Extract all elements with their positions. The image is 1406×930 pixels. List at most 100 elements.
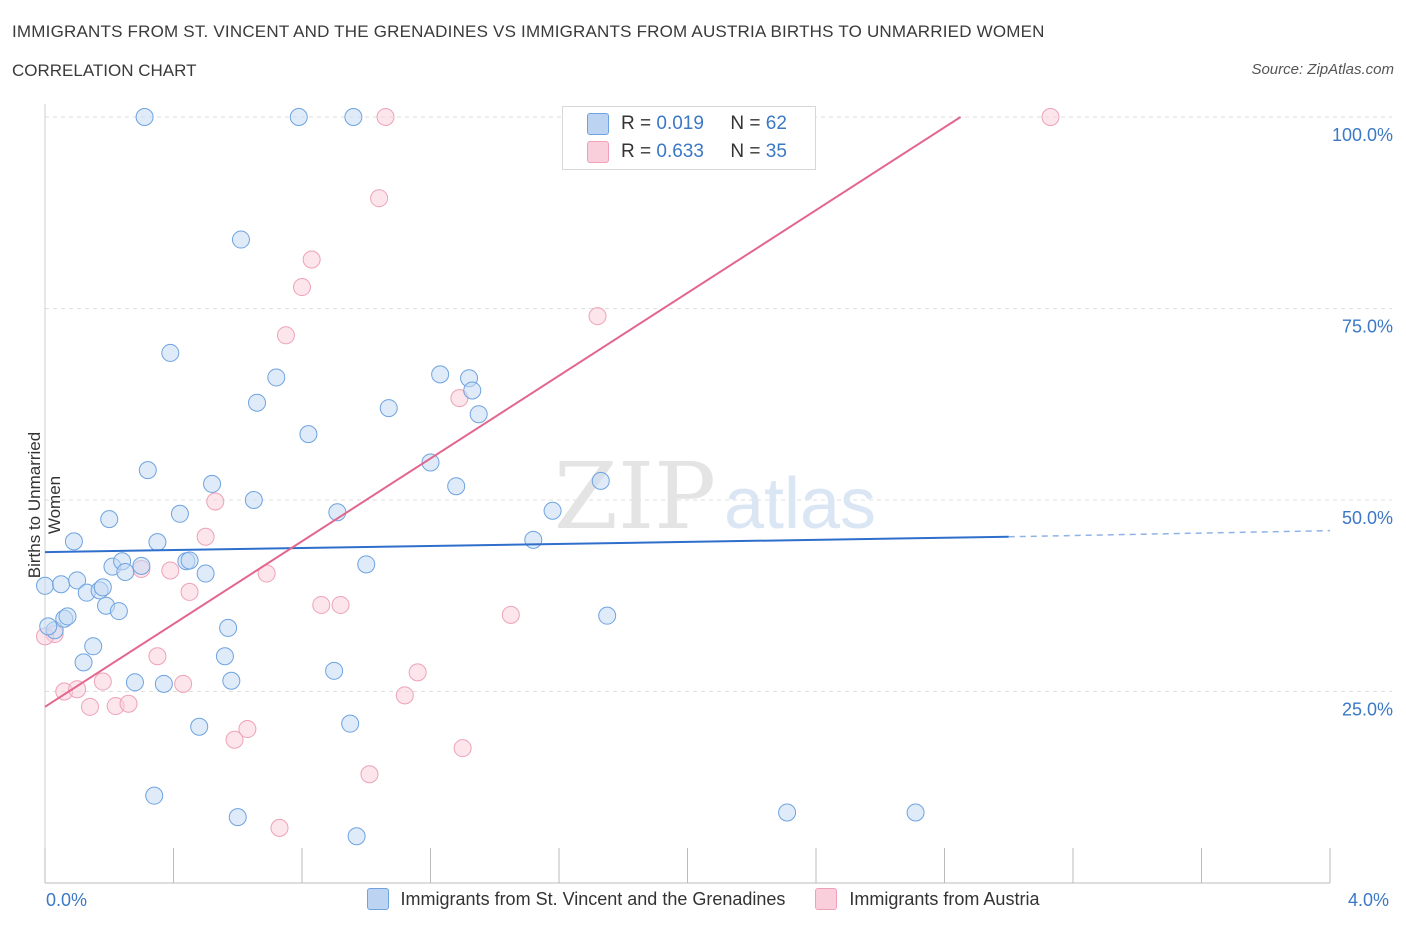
series-legend: Immigrants from St. Vincent and the Gren… [0, 888, 1406, 910]
data-point-stvincent [58, 607, 77, 626]
data-point-austria [408, 663, 427, 682]
legend-swatch-pink [587, 141, 609, 163]
data-point-stvincent [154, 674, 173, 693]
source-label: Source: ZipAtlas.com [1251, 61, 1394, 78]
data-point-stvincent [215, 647, 234, 666]
y-axis-label: Births to Unmarried Women [25, 431, 64, 579]
data-point-stvincent [190, 717, 209, 736]
data-point-austria [80, 697, 99, 716]
data-point-stvincent [116, 563, 135, 582]
data-point-stvincent [248, 393, 267, 412]
data-point-stvincent [64, 532, 83, 551]
data-point-stvincent [447, 477, 466, 496]
data-point-stvincent [431, 365, 450, 384]
data-point-austria [196, 527, 215, 546]
watermark-zip: ZIP [554, 443, 716, 550]
data-point-stvincent [135, 108, 154, 126]
chart-title: IMMIGRANTS FROM ST. VINCENT AND THE GREN… [12, 22, 1045, 41]
y-tick-label: 50.0% [1342, 508, 1393, 528]
data-point-stvincent [228, 808, 247, 827]
data-point-austria [370, 189, 389, 208]
data-point-stvincent [138, 461, 157, 480]
data-point-austria [93, 672, 112, 691]
trend-lines [44, 116, 1331, 708]
legend-row-blue: R = 0.019 N = 62 [587, 112, 787, 136]
series-stvincent-points [36, 108, 925, 846]
y-tick-label: 25.0% [1342, 700, 1393, 720]
y-tick-label: 75.0% [1342, 317, 1393, 337]
data-point-stvincent [222, 671, 241, 690]
data-point-stvincent [347, 827, 366, 846]
legend-n-value: 35 [765, 141, 787, 162]
data-point-stvincent [543, 501, 562, 520]
legend-label-stvincent: Immigrants from St. Vincent and the Gren… [400, 888, 786, 909]
legend-row-pink: R = 0.633 N = 35 [587, 140, 787, 164]
data-point-stvincent [93, 578, 112, 597]
legend-n-label: N = [730, 141, 761, 162]
trend-line-austria [44, 116, 962, 708]
data-point-austria [119, 694, 138, 713]
data-point-stvincent [180, 551, 199, 570]
data-point-austria [312, 595, 331, 614]
watermark-atlas: atlas [724, 464, 876, 544]
data-point-stvincent [357, 555, 376, 574]
data-point-stvincent [148, 533, 167, 552]
data-point-austria [68, 680, 87, 699]
data-point-stvincent [84, 637, 103, 656]
legend-item-austria: Immigrants from Austria [815, 888, 1039, 910]
legend-n-label: N = [730, 113, 761, 134]
data-point-stvincent [244, 491, 263, 509]
data-point-stvincent [289, 108, 308, 126]
data-point-stvincent [469, 405, 488, 424]
data-point-austria [360, 765, 379, 784]
y-tick-labels: 100.0% 75.0% 50.0% 25.0% [1332, 125, 1393, 720]
data-point-austria [238, 720, 257, 739]
data-point-stvincent [341, 714, 360, 733]
data-point-stvincent [170, 504, 189, 523]
data-point-stvincent [267, 368, 286, 387]
data-point-austria [376, 108, 395, 126]
data-point-austria [588, 307, 607, 326]
data-point-stvincent [344, 108, 363, 126]
data-point-austria [225, 730, 244, 749]
trend-line-stvincent [44, 535, 1009, 554]
data-point-austria [293, 278, 311, 297]
grid-lines [45, 116, 1392, 692]
data-point-stvincent [196, 564, 215, 583]
data-point-stvincent [219, 618, 238, 637]
data-point-austria [331, 595, 350, 614]
data-point-stvincent [463, 381, 482, 400]
data-point-stvincent [421, 453, 440, 472]
legend-swatch-blue [366, 888, 389, 910]
data-point-austria [302, 250, 321, 269]
legend-r-value: 0.633 [656, 141, 704, 162]
data-point-stvincent [778, 803, 797, 822]
legend-swatch-blue [587, 113, 609, 135]
legend-r-label: R = [621, 113, 652, 134]
data-point-stvincent [299, 425, 318, 444]
data-point-stvincent [68, 571, 87, 590]
y-tick-label: 100.0% [1332, 125, 1393, 145]
data-point-stvincent [591, 471, 610, 490]
data-point-austria [148, 647, 167, 666]
chart-subtitle: CORRELATION CHART [12, 61, 197, 80]
legend-n-value: 62 [765, 113, 787, 134]
data-point-austria [174, 674, 193, 693]
legend-r-label: R = [621, 141, 652, 162]
data-point-stvincent [524, 530, 543, 549]
correlation-legend: R = 0.019 N = 62 R = 0.633 N = 35 [562, 106, 816, 170]
data-point-stvincent [100, 510, 119, 529]
data-point-austria [276, 326, 295, 345]
legend-label-austria: Immigrants from Austria [849, 888, 1040, 909]
trend-line-stvincent-extension [1008, 529, 1331, 538]
data-point-austria [180, 582, 199, 601]
legend-swatch-pink [815, 888, 838, 910]
data-point-austria [453, 739, 472, 758]
axes [44, 104, 1331, 884]
data-point-austria [270, 818, 289, 837]
data-point-austria [161, 561, 180, 580]
x-tick-min: 0.0% [46, 890, 88, 910]
data-point-austria [1041, 108, 1060, 126]
data-point-stvincent [145, 786, 164, 805]
